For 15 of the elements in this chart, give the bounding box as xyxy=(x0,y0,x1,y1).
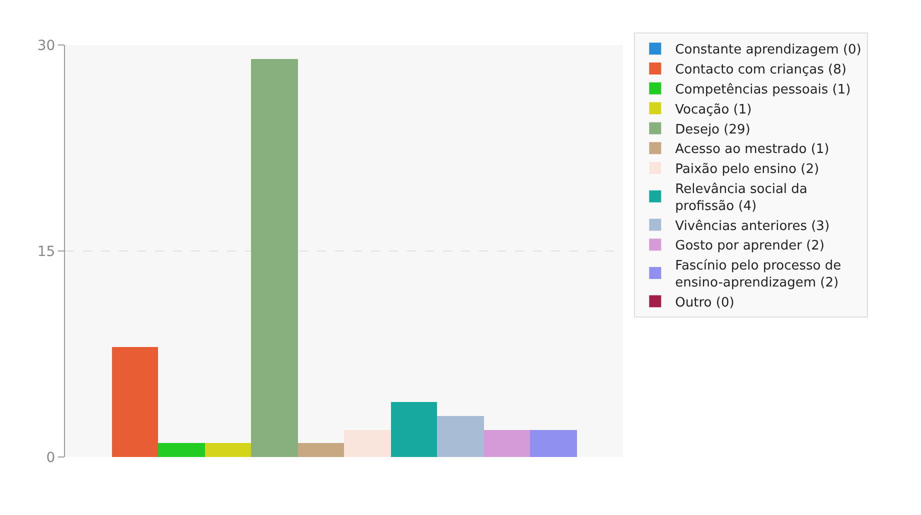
legend-label: Paixão pelo ensino (2) xyxy=(675,162,820,178)
legend-label: Gosto por aprender (2) xyxy=(675,238,824,254)
legend-label: Relevância social da profissão (4) xyxy=(675,182,808,214)
y-tick-label: 0 xyxy=(46,450,56,466)
legend-label: Competências pessoais (1) xyxy=(675,82,851,98)
legend-label: Constante aprendizagem (0) xyxy=(675,42,862,58)
legend-label: Desejo (29) xyxy=(675,122,750,138)
y-tick-label: 30 xyxy=(37,38,56,54)
legend-label: Contacto com crianças (8) xyxy=(675,62,846,78)
legend-label: Outro (0) xyxy=(675,295,734,310)
legend-label: Vocação (1) xyxy=(675,102,752,118)
legend-label: Vivências anteriores (3) xyxy=(675,218,830,234)
legend-label: Fascínio pelo processo de ensino-aprendizagem (2) xyxy=(675,258,842,290)
legend-label: Acesso ao mestrado (1) xyxy=(675,142,830,158)
y-tick-label: 15 xyxy=(37,244,56,260)
